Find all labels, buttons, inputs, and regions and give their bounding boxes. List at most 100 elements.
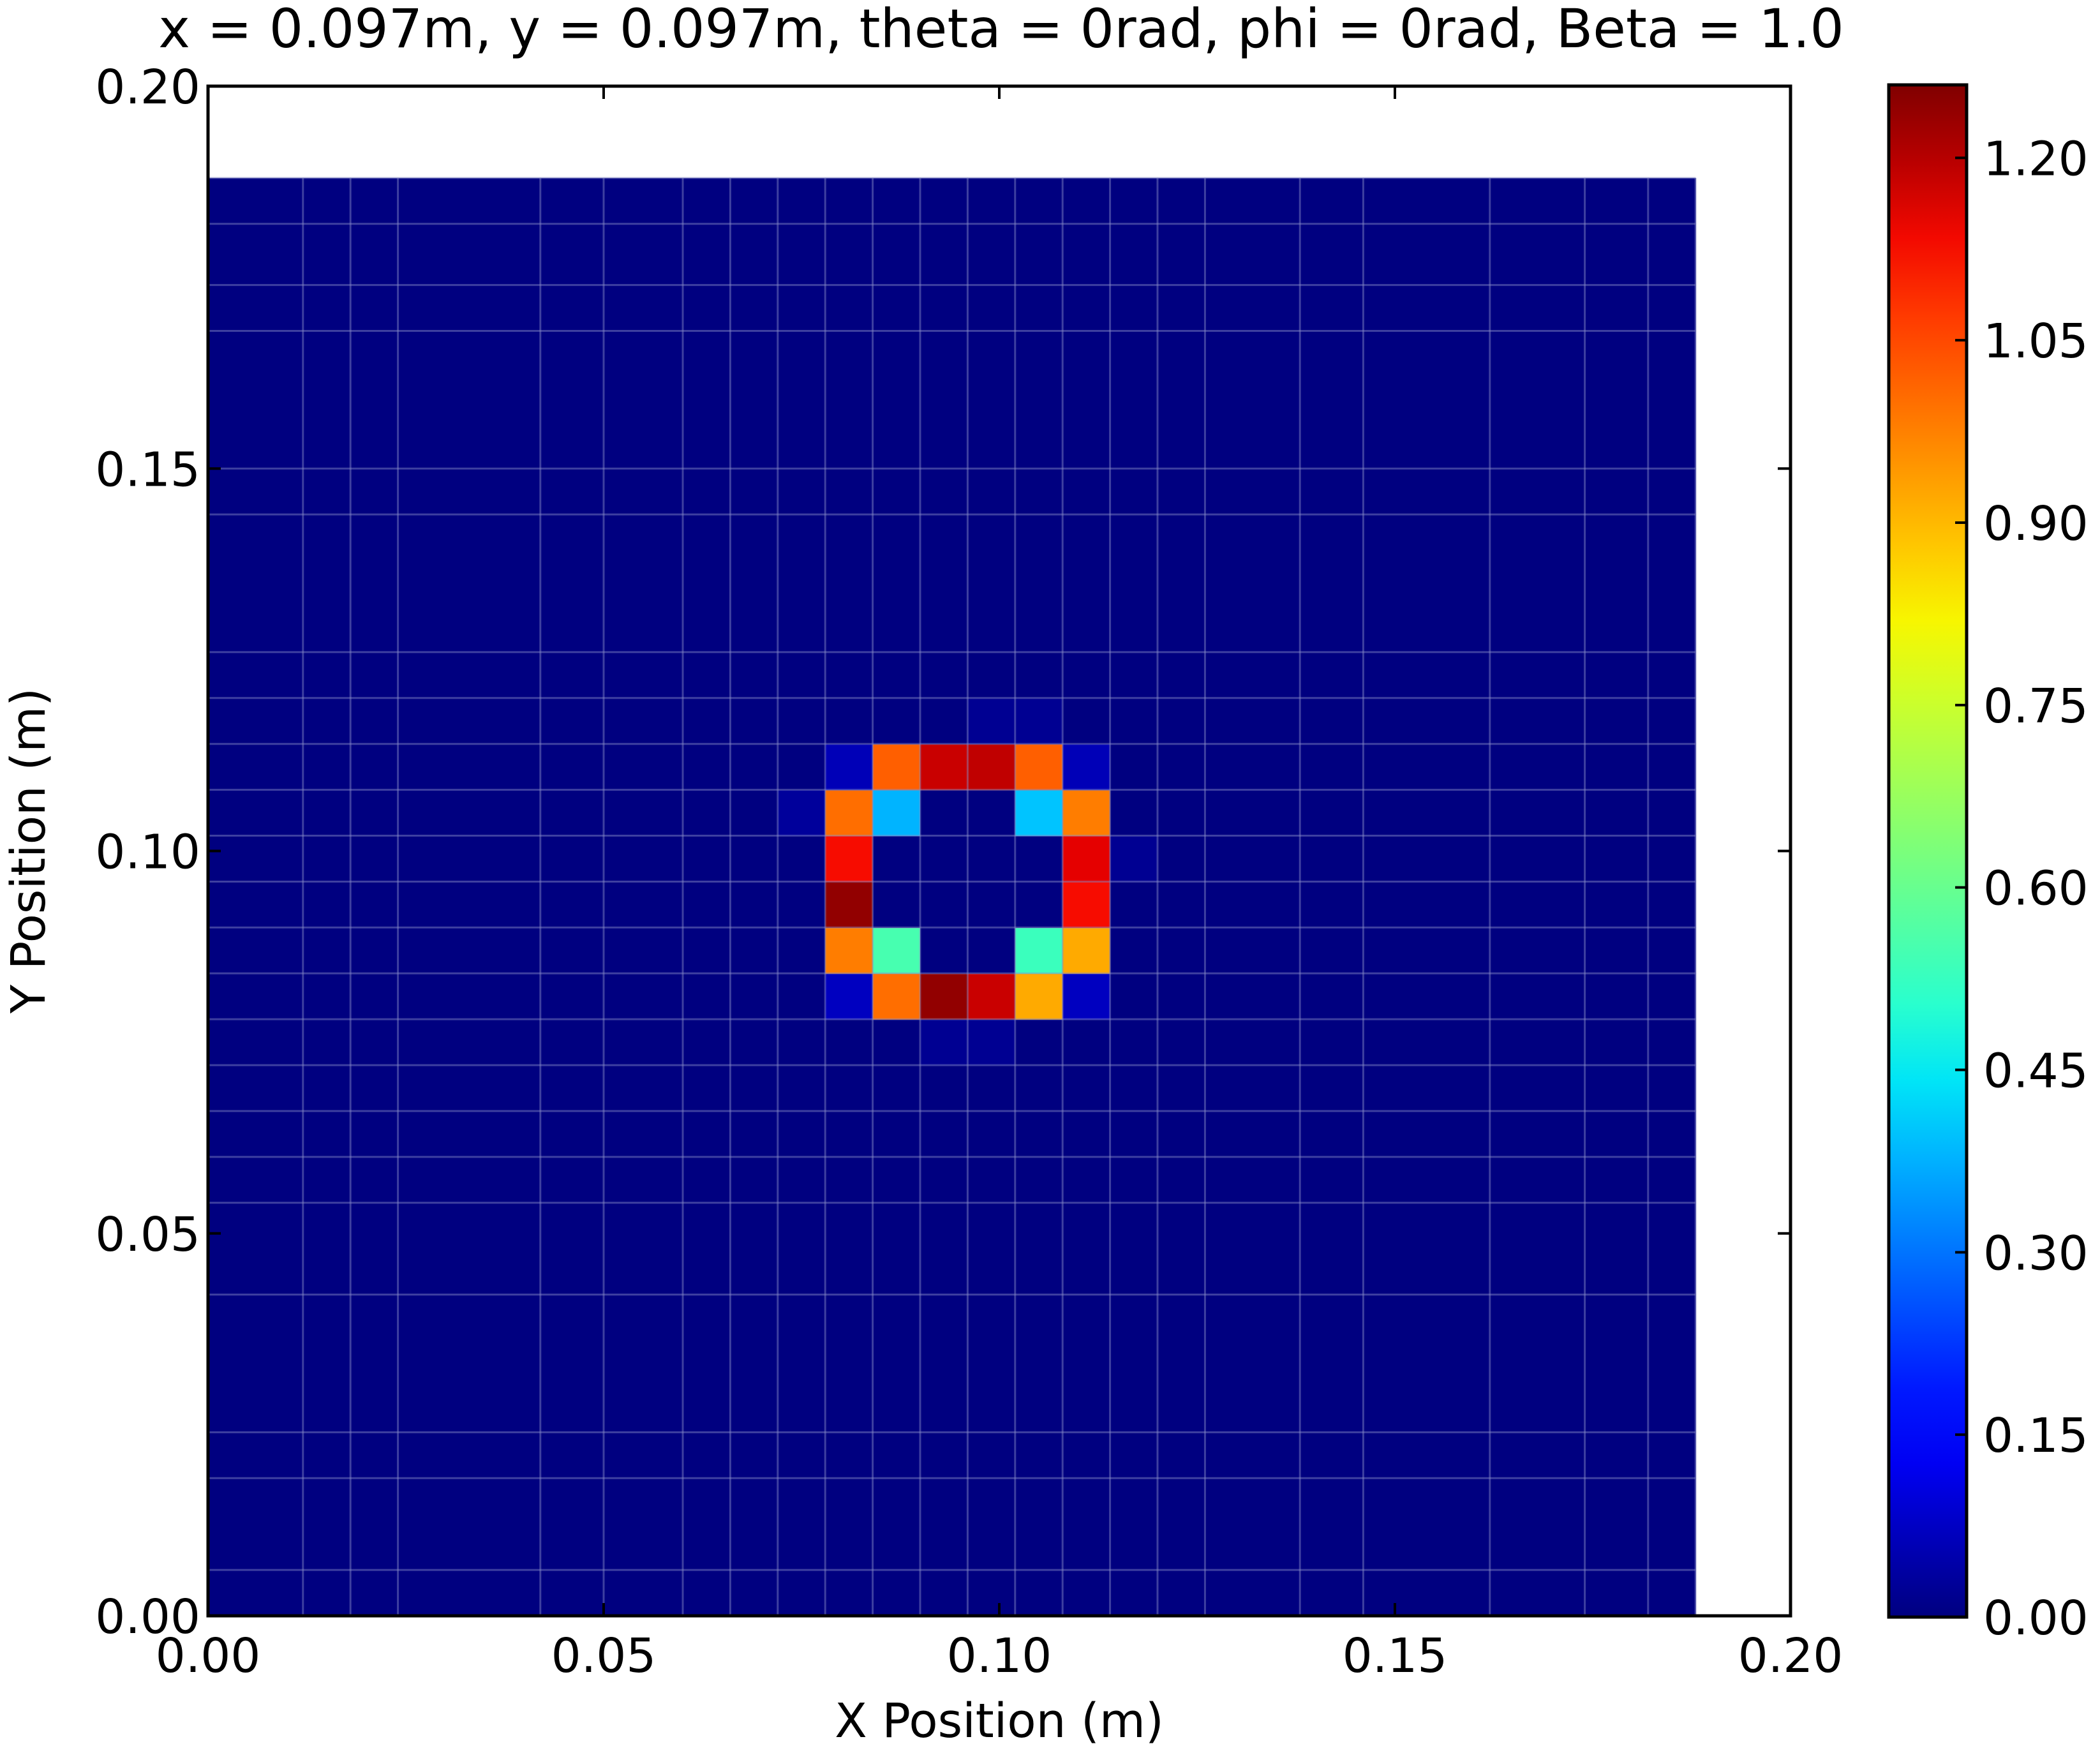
heatmap-cell — [1489, 1110, 1586, 1158]
heatmap-cell — [1584, 1065, 1649, 1112]
heatmap-cell — [302, 1019, 351, 1066]
heatmap-cell — [1110, 177, 1158, 225]
heatmap-cell — [1158, 1202, 1205, 1295]
heatmap-cell — [1015, 331, 1063, 469]
heatmap-cell — [967, 881, 1016, 928]
x-tick-label: 0.10 — [947, 1629, 1052, 1683]
heatmap-cell — [683, 927, 731, 974]
heatmap-cell — [1584, 698, 1649, 745]
heatmap-cell — [1062, 514, 1111, 653]
heatmap-cell — [208, 743, 304, 791]
heatmap-cell — [398, 1478, 541, 1571]
heatmap-cell — [777, 789, 826, 837]
heatmap-cell — [302, 1156, 351, 1204]
heatmap-cell — [777, 331, 826, 469]
heatmap-cell — [1584, 468, 1649, 515]
heatmap-cell — [1584, 881, 1649, 928]
heatmap-cell — [350, 1294, 399, 1433]
heatmap-cell — [350, 285, 399, 332]
heatmap-cell — [208, 973, 304, 1020]
heatmap-cell — [604, 973, 683, 1020]
heatmap-cell — [777, 743, 826, 791]
heatmap-cell — [683, 223, 731, 286]
heatmap-cell — [1158, 514, 1205, 653]
heatmap-cell — [1489, 1570, 1586, 1616]
heatmap-cell — [1110, 1570, 1158, 1616]
heatmap-cell — [1489, 1294, 1586, 1433]
heatmap-cell — [967, 927, 1016, 974]
heatmap-cell — [302, 1294, 351, 1433]
heatmap-cell — [872, 1570, 921, 1616]
heatmap-cell — [1648, 1294, 1696, 1433]
heatmap-cell — [872, 1478, 921, 1571]
heatmap-cell — [1062, 1432, 1111, 1479]
heatmap-cell — [1158, 1432, 1205, 1479]
heatmap-cell — [1363, 973, 1491, 1020]
heatmap-cell — [540, 1019, 604, 1066]
heatmap-cell — [1489, 177, 1586, 225]
heatmap-cell — [1158, 652, 1205, 699]
heatmap-cell — [1363, 177, 1491, 225]
heatmap-cell — [350, 698, 399, 745]
heatmap-cell — [540, 1202, 604, 1295]
heatmap-cell — [825, 514, 874, 653]
y-tick-label: 0.20 — [95, 60, 200, 115]
heatmap-cell — [1062, 177, 1111, 225]
heatmap-cell — [683, 652, 731, 699]
heatmap-cell — [604, 1110, 683, 1158]
heatmap-cell — [1158, 1110, 1205, 1158]
heatmap-cell — [872, 223, 921, 286]
heatmap-cell — [1300, 1019, 1364, 1066]
heatmap-cell — [777, 1110, 826, 1158]
heatmap-cell — [398, 1156, 541, 1204]
heatmap-cell — [1648, 698, 1696, 745]
heatmap-cell — [1205, 1110, 1300, 1158]
heatmap-cell — [683, 1065, 731, 1112]
heatmap-cell — [302, 1432, 351, 1479]
heatmap-cell — [1300, 1202, 1364, 1295]
heatmap-cell — [1158, 1156, 1205, 1204]
heatmap-cell — [1300, 973, 1364, 1020]
heatmap-cell — [1584, 1202, 1649, 1295]
heatmap-cell — [1489, 468, 1586, 515]
heatmap-cell — [825, 223, 874, 286]
heatmap-cell — [1158, 881, 1205, 928]
heatmap-cell — [350, 835, 399, 883]
heatmap-cell — [1015, 1202, 1063, 1295]
heatmap-cell — [683, 1432, 731, 1479]
heatmap-cell — [1205, 514, 1300, 653]
heatmap-cell — [350, 973, 399, 1020]
heatmap-cell — [604, 789, 683, 837]
y-tick-label: 0.00 — [95, 1590, 200, 1645]
heatmap-cell — [1489, 1019, 1586, 1066]
heatmap-cell — [604, 652, 683, 699]
heatmap-cell — [1648, 223, 1696, 286]
heatmap-cell — [872, 1110, 921, 1158]
heatmap-cell — [350, 1432, 399, 1479]
heatmap-cell — [1363, 927, 1491, 974]
heatmap-cell — [872, 1156, 921, 1204]
heatmap-cell — [398, 1065, 541, 1112]
heatmap-cell — [777, 468, 826, 515]
heatmap-cell — [604, 223, 683, 286]
heatmap-cell — [1062, 1478, 1111, 1571]
heatmap-cell — [730, 285, 778, 332]
heatmap-cell — [872, 1202, 921, 1295]
heatmap-cell — [1205, 331, 1300, 469]
heatmap-cell — [1363, 789, 1491, 837]
heatmap-cell — [208, 1156, 304, 1204]
heatmap-cell — [302, 789, 351, 837]
heatmap-cell — [604, 468, 683, 515]
heatmap-cell — [1648, 1202, 1696, 1295]
heatmap-cell — [398, 177, 541, 225]
heatmap-cell — [967, 789, 1016, 837]
heatmap-cell — [1648, 743, 1696, 791]
plot-title: x = 0.097m, y = 0.097m, theta = 0rad, ph… — [158, 0, 1844, 60]
heatmap-cell — [872, 789, 921, 837]
heatmap-cell — [920, 1432, 968, 1479]
heatmap-cell — [208, 881, 304, 928]
heatmap-cell — [540, 1570, 604, 1616]
heatmap-cell — [1584, 1294, 1649, 1433]
heatmap-cell — [967, 1478, 1016, 1571]
